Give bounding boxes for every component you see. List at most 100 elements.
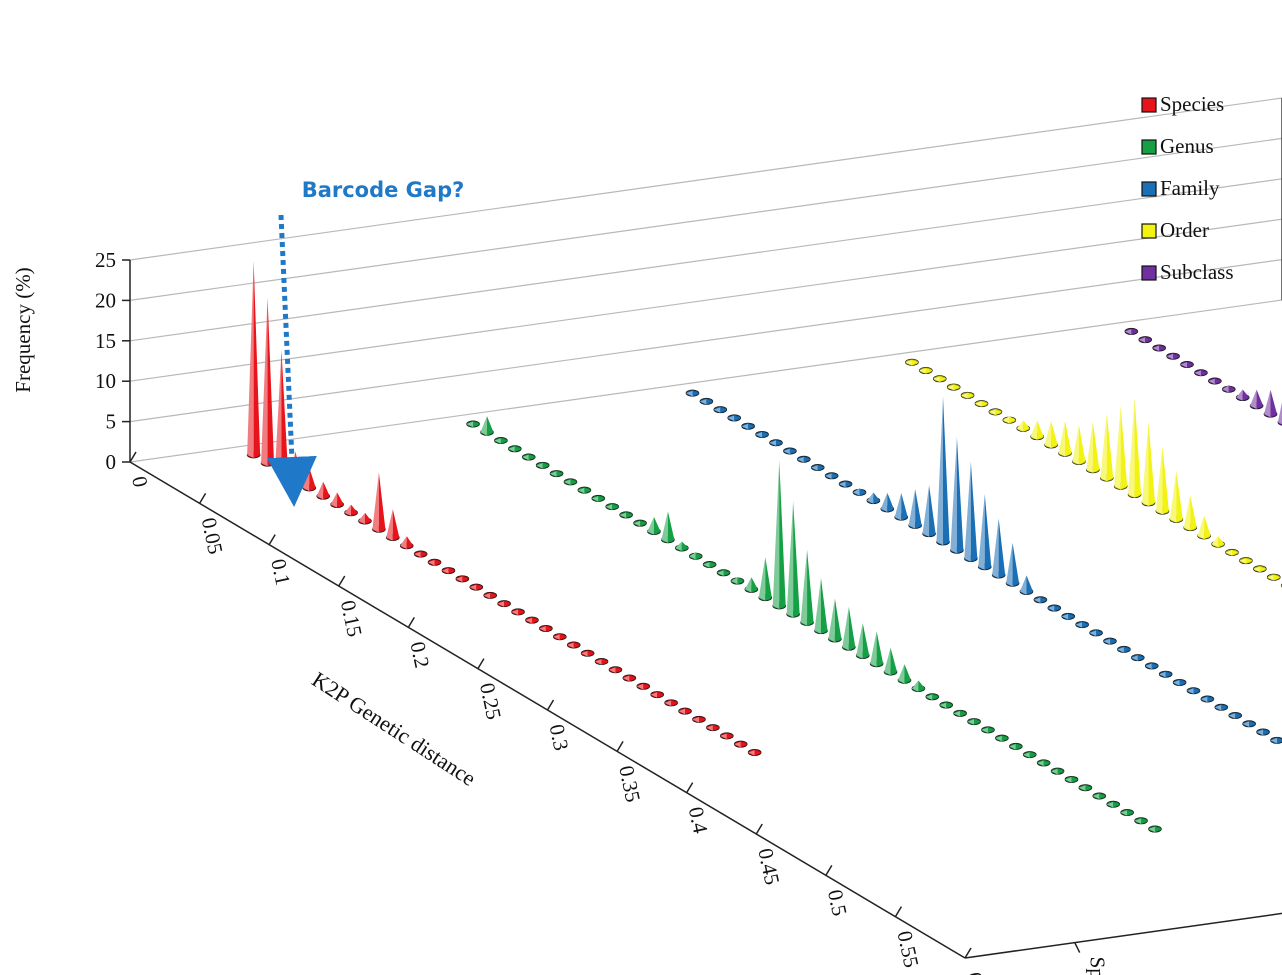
cone (1050, 767, 1065, 775)
cone (622, 674, 637, 682)
y-tick-label: 5 (106, 410, 117, 434)
cone (619, 511, 633, 519)
cone (1266, 573, 1281, 581)
x-tick-mark (338, 575, 346, 587)
cone (1131, 654, 1145, 662)
legend-swatch (1141, 265, 1157, 281)
x-tick-mark (546, 699, 555, 711)
gridline (129, 218, 1282, 382)
cone (702, 561, 717, 569)
cone (580, 649, 595, 657)
cone (1225, 548, 1239, 556)
cone (633, 519, 647, 527)
series-species (246, 260, 762, 756)
cone (1022, 751, 1037, 759)
legend-swatch (1141, 139, 1157, 155)
cone (939, 701, 954, 709)
cone (786, 500, 800, 618)
series-family (685, 389, 1282, 744)
cone (733, 740, 748, 748)
cone (636, 682, 651, 690)
cone (1166, 352, 1180, 360)
cone (1239, 557, 1253, 565)
cone (372, 472, 386, 533)
legend-label: Genus (1160, 134, 1214, 158)
cone (744, 577, 759, 593)
cone (1263, 389, 1278, 418)
cone (688, 552, 703, 560)
cone (1242, 720, 1256, 728)
cone (772, 460, 787, 610)
cone (991, 518, 1006, 579)
cone (1030, 420, 1044, 441)
cone (1155, 446, 1170, 515)
x-axis-ticks: 0 0.05 0.1 0.15 0.2 0.25 0.3 0.35 0.4 0.45 0.5 0.55… (127, 451, 991, 975)
legend-label: Species (1160, 92, 1224, 116)
cone (1277, 402, 1282, 426)
cone (577, 486, 592, 494)
cone (769, 439, 783, 447)
cone (466, 420, 480, 428)
cone (497, 600, 511, 608)
cone (413, 550, 428, 558)
cone (1186, 687, 1201, 695)
cone (842, 606, 856, 651)
z-axis-line (964, 912, 1282, 959)
cone (977, 494, 992, 571)
cone (1180, 360, 1194, 368)
x-tick-label: 0.1 (266, 557, 295, 588)
cone (1197, 515, 1211, 540)
cone (1103, 637, 1117, 645)
cone (1124, 327, 1139, 335)
x-tick-label: 0.05 (197, 515, 228, 556)
cone (1172, 678, 1187, 686)
cone (1002, 416, 1017, 424)
cone (1033, 596, 1048, 604)
legend-item: Order (1141, 218, 1209, 242)
cone (824, 472, 839, 480)
cone (591, 494, 606, 502)
cone (936, 396, 950, 546)
cone (685, 389, 700, 397)
cone (1092, 792, 1107, 800)
y-tick-label: 20 (95, 288, 116, 312)
cone (919, 367, 933, 375)
cone (427, 558, 442, 566)
cone (783, 447, 797, 455)
cone (605, 503, 620, 511)
cone (911, 680, 926, 693)
cone (385, 509, 400, 542)
x-tick-mark (616, 740, 624, 752)
annotation-text: Barcode Gap? (302, 178, 465, 202)
cone (675, 541, 689, 552)
series-genus (466, 416, 1162, 833)
cone (866, 492, 881, 505)
cone (1113, 405, 1128, 490)
cone (905, 358, 919, 366)
cone (1169, 470, 1184, 523)
cone (699, 397, 714, 405)
cone (897, 664, 912, 684)
cone (894, 492, 909, 521)
cone (1148, 825, 1162, 833)
cone (706, 724, 720, 732)
cone (1016, 420, 1031, 432)
x-axis-label: K2P Genetic distance (308, 667, 481, 791)
legend-item: Genus (1141, 134, 1214, 158)
cone (838, 480, 853, 488)
legend: Species Genus Family Order Subclass (1141, 92, 1234, 284)
cone (358, 512, 372, 525)
cone (719, 732, 734, 740)
cone (1183, 495, 1198, 532)
x-tick-mark (477, 658, 485, 670)
legend-label: Family (1160, 176, 1220, 200)
cone (1078, 784, 1093, 792)
x-tick-label: 0.4 (684, 805, 713, 836)
cone (981, 726, 995, 734)
cone (521, 453, 536, 461)
cone (741, 422, 755, 430)
cone (1138, 336, 1153, 344)
cone (1134, 817, 1148, 825)
